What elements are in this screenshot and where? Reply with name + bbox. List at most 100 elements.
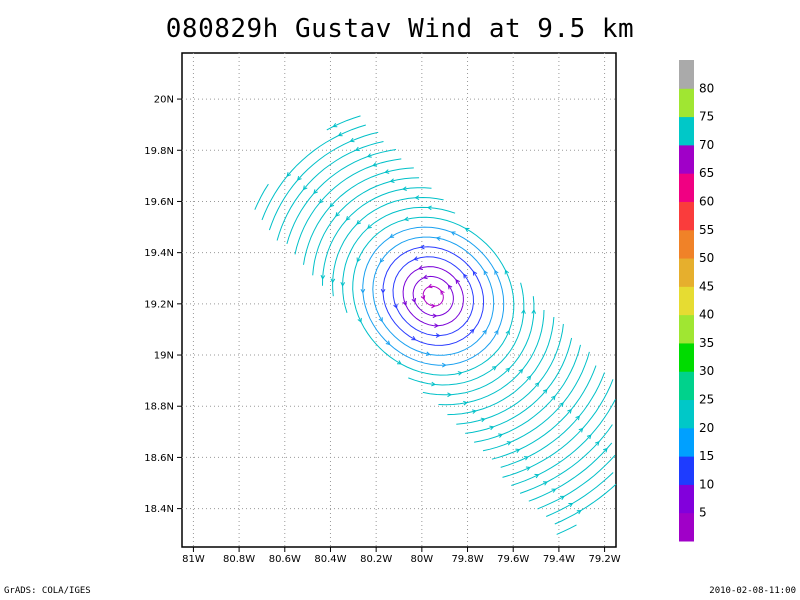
streamline-arrow bbox=[491, 365, 497, 371]
colorbar-segment bbox=[679, 116, 694, 146]
streamline bbox=[326, 115, 361, 131]
x-tick-label: 79.6W bbox=[497, 554, 529, 565]
streamline-arrow bbox=[515, 448, 521, 453]
streamline-arrow bbox=[329, 202, 335, 208]
streamline-arrow bbox=[542, 388, 548, 394]
streamline-arrow bbox=[332, 122, 338, 128]
grid-lines bbox=[182, 53, 616, 547]
streamline-arrow bbox=[393, 303, 398, 309]
colorbar-segment bbox=[679, 173, 694, 202]
streamline-arrow bbox=[567, 408, 572, 414]
streamline bbox=[491, 365, 597, 460]
streamline-arrow bbox=[603, 447, 608, 453]
y-tick-label: 19.6N bbox=[144, 197, 174, 208]
streamline bbox=[456, 323, 564, 425]
streamline-arrow bbox=[345, 216, 351, 221]
streamline-arrow bbox=[447, 284, 453, 290]
streamline-arrow bbox=[594, 441, 600, 446]
plot-frame bbox=[181, 52, 617, 548]
streamline bbox=[482, 351, 590, 452]
colorbar-label: 70 bbox=[699, 138, 714, 152]
streamline-arrow bbox=[534, 382, 540, 387]
streamline-arrow bbox=[523, 456, 529, 461]
colorbar-segment bbox=[679, 399, 694, 429]
streamline-arrow bbox=[379, 258, 385, 263]
streamline-arrow bbox=[575, 415, 580, 421]
streamline-arrow bbox=[431, 381, 437, 387]
streamline bbox=[294, 158, 402, 255]
streamline-arrow bbox=[349, 137, 355, 143]
footer-credit: GrADS: COLA/IGES bbox=[4, 586, 91, 596]
x-axis-ticks: 81W 80.8W 80.6W 80.4W 80.2W 80W 79.8W 79.6W 79.4… bbox=[182, 547, 621, 565]
y-tick-label: 20N bbox=[154, 95, 174, 106]
streamlines bbox=[254, 115, 617, 535]
streamline-arrow bbox=[320, 274, 326, 280]
streamline-arrow bbox=[372, 162, 378, 167]
streamline-arrow bbox=[578, 427, 584, 433]
streamline-arrow bbox=[335, 212, 340, 217]
streamline-arrow bbox=[586, 434, 592, 440]
streamline-arrow bbox=[559, 495, 565, 501]
streamline-arrow bbox=[402, 300, 407, 306]
streamline-arrow bbox=[525, 466, 531, 471]
colorbar-segment bbox=[679, 314, 694, 344]
y-axis-ticks: 18.4N 18.6N 18.8N 19N 19.2N 19.4N 19.6N 19.8N 20… bbox=[144, 95, 182, 515]
streamline-arrow bbox=[319, 198, 324, 204]
streamline-arrow bbox=[385, 340, 391, 346]
colorbar-segment bbox=[679, 286, 694, 316]
streamline-arrow bbox=[505, 329, 510, 335]
chart-title: 080829h Gustav Wind at 9.5 km bbox=[165, 14, 635, 44]
streamline bbox=[312, 177, 420, 276]
streamline-arrow bbox=[521, 308, 526, 314]
streamline-arrow bbox=[340, 281, 346, 287]
streamline bbox=[392, 256, 475, 337]
streamline-arrow bbox=[483, 270, 488, 276]
streamline-arrow bbox=[425, 351, 431, 357]
streamline-arrow bbox=[420, 295, 426, 301]
streamline-arrow bbox=[482, 329, 487, 335]
streamline-arrow bbox=[357, 317, 362, 323]
y-tick-label: 18.8N bbox=[144, 402, 174, 413]
streamline-arrow bbox=[450, 231, 456, 236]
streamline-arrow bbox=[431, 303, 436, 309]
streamline-arrow bbox=[403, 216, 409, 222]
streamline bbox=[352, 216, 515, 376]
streamline-arrow bbox=[356, 220, 362, 225]
streamline bbox=[261, 124, 366, 221]
x-tick-label: 79.2W bbox=[589, 554, 621, 565]
streamline-arrow bbox=[494, 269, 499, 275]
streamline-arrow bbox=[435, 333, 441, 338]
streamline bbox=[556, 524, 577, 535]
streamline-arrow bbox=[432, 313, 438, 319]
colorbar-label: 40 bbox=[699, 308, 714, 322]
y-tick-label: 18.6N bbox=[144, 453, 174, 464]
streamline-arrow bbox=[426, 205, 432, 211]
streamline bbox=[554, 483, 617, 525]
streamline-arrow bbox=[380, 288, 386, 294]
streamline-arrow bbox=[576, 510, 582, 515]
colorbar-segment bbox=[679, 229, 694, 259]
streamline-arrow bbox=[313, 189, 318, 195]
streamline bbox=[438, 309, 545, 406]
streamline bbox=[268, 131, 379, 231]
streamline-arrow bbox=[411, 297, 417, 303]
streamline-arrow bbox=[367, 224, 372, 229]
streamline-arrow bbox=[498, 433, 504, 438]
colorbar-label: 60 bbox=[699, 194, 714, 208]
streamline bbox=[422, 285, 444, 307]
streamline-arrow bbox=[330, 278, 336, 284]
streamline-arrow bbox=[542, 481, 548, 486]
streamline-arrow bbox=[471, 409, 477, 414]
streamline-arrow bbox=[286, 172, 292, 177]
streamline-arrow bbox=[401, 186, 407, 191]
colorbar-segment bbox=[679, 371, 694, 401]
colorbar-label: 25 bbox=[699, 393, 714, 407]
streamline-arrow bbox=[489, 425, 495, 431]
colorbar-segment bbox=[679, 456, 694, 485]
y-tick-label: 19.4N bbox=[144, 248, 174, 259]
streamline bbox=[519, 424, 613, 494]
streamline-arrow bbox=[337, 131, 343, 137]
streamline bbox=[382, 246, 485, 346]
streamline-arrow bbox=[414, 195, 420, 200]
streamline bbox=[474, 344, 581, 443]
